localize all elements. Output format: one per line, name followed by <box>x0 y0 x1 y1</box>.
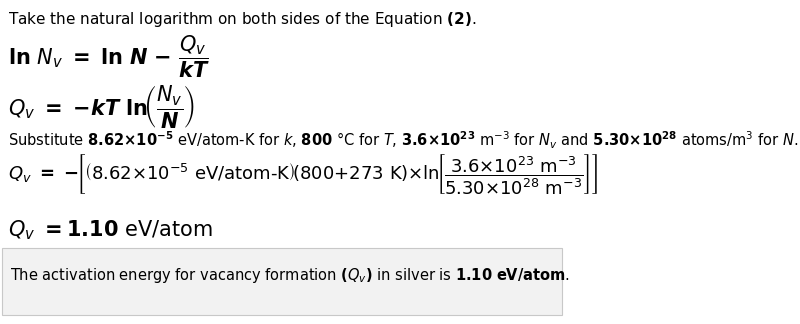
Text: Substitute $\mathbf{8.62{\times}10^{-5}}$ eV/atom-K for $\mathit{k}$, $\mathbf{8: Substitute $\mathbf{8.62{\times}10^{-5}}… <box>8 130 798 151</box>
Text: $\boldsymbol{Q_v}\ \mathbf{=}\ \mathbf{-}\boldsymbol{kT}\ \mathbf{ln}\!\left(\df: $\boldsymbol{Q_v}\ \mathbf{=}\ \mathbf{-… <box>8 83 195 130</box>
Text: $\boldsymbol{Q_v}\ \mathbf{=1.10}\ \mathrm{eV/atom}$: $\boldsymbol{Q_v}\ \mathbf{=1.10}\ \math… <box>8 218 213 242</box>
Text: $\mathbf{ln}\ \boldsymbol{N_v}\ \mathbf{=}\ \mathbf{ln}\ \boldsymbol{N}\ \mathbf: $\mathbf{ln}\ \boldsymbol{N_v}\ \mathbf{… <box>8 34 210 80</box>
Text: The activation energy for vacancy formation $\mathbf{(}$$\boldsymbol{Q_v}$$\math: The activation energy for vacancy format… <box>10 266 570 285</box>
FancyBboxPatch shape <box>2 248 562 315</box>
Text: Take the natural logarithm on both sides of the Equation $\mathbf{(2)}$.: Take the natural logarithm on both sides… <box>8 10 476 29</box>
Text: $\boldsymbol{Q_v}\ \mathbf{=}\ \mathbf{-}\!\left[\left(8.62{\times}10^{-5}\ \mat: $\boldsymbol{Q_v}\ \mathbf{=}\ \mathbf{-… <box>8 152 598 196</box>
